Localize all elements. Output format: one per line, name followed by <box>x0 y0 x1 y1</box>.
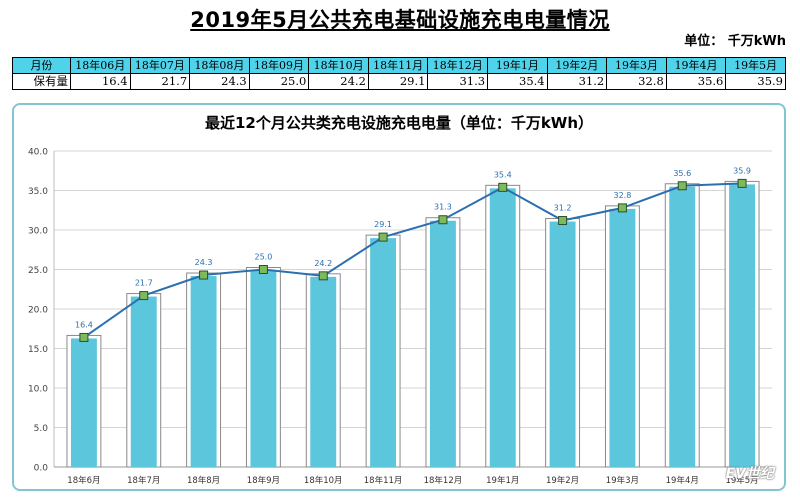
bar-line-chart: 0.0 5.0 10.0 15.0 20.0 25.0 30.0 35.0 40.0 16.4 21… <box>28 148 772 486</box>
y-tick-label: 30.0 <box>28 227 48 237</box>
data-point <box>258 265 268 274</box>
y-tick-label: 25.0 <box>28 266 48 276</box>
data-label: 35.9 <box>733 166 751 175</box>
data-point <box>199 270 209 280</box>
bar <box>549 221 576 467</box>
data-point <box>79 332 89 342</box>
x-tick-label: 19年5月 <box>725 475 758 486</box>
value-cell: 35.4 <box>487 73 548 90</box>
month-cell: 18年06月 <box>70 57 131 74</box>
data-point <box>438 215 448 225</box>
data-label: 31.3 <box>434 203 452 212</box>
bar <box>190 276 217 467</box>
data-label: 35.4 <box>494 170 512 179</box>
data-point <box>737 178 747 188</box>
month-cell: 18年07月 <box>129 57 191 74</box>
value-cell: 16.4 <box>70 73 131 90</box>
value-cell: 29.1 <box>367 73 429 90</box>
value-cell: 24.2 <box>308 73 369 90</box>
bar <box>250 270 277 467</box>
month-cell: 19年5月 <box>725 57 786 74</box>
x-tick-label: 18年12月 <box>424 475 463 486</box>
y-tick-label: 0.0 <box>34 464 49 474</box>
data-point <box>677 181 687 191</box>
y-tick-label: 5.0 <box>34 424 49 434</box>
bar <box>489 188 516 467</box>
month-cell: 19年4月 <box>665 57 727 74</box>
x-tick-label: 18年11月 <box>364 475 403 486</box>
chart-title: 最近12个月公共类充电设施充电电量（单位：千万kWh） <box>204 114 594 132</box>
data-label: 16.4 <box>75 320 93 329</box>
value-cell: 25.0 <box>248 73 310 90</box>
x-tick-label: 18年8月 <box>187 475 220 486</box>
month-cell: 18年11月 <box>367 57 429 74</box>
bar <box>429 220 456 467</box>
value-cell: 35.6 <box>665 73 727 90</box>
y-tick-label: 35.0 <box>28 187 48 197</box>
data-label: 24.2 <box>314 259 332 268</box>
bar <box>70 338 97 467</box>
data-label: 25.0 <box>255 253 273 262</box>
month-cell: 19年3月 <box>606 57 667 74</box>
x-tick-label: 19年1月 <box>486 475 519 486</box>
x-tick-label: 18年9月 <box>247 475 280 486</box>
month-cell: 18年10月 <box>308 57 369 74</box>
data-point <box>617 203 627 213</box>
x-tick-label: 19年2月 <box>546 475 579 486</box>
x-tick-label: 18年6月 <box>67 475 100 486</box>
data-label: 29.1 <box>374 220 392 229</box>
x-tick-label: 19年4月 <box>666 475 699 486</box>
data-label: 21.7 <box>135 279 153 288</box>
y-tick-label: 15.0 <box>28 345 48 355</box>
data-label: 24.3 <box>195 258 213 267</box>
data-point <box>318 271 328 281</box>
value-cell: 31.2 <box>546 73 608 90</box>
row-header-month: 月份 <box>12 57 71 74</box>
unit-note: 单位： 千万kWh <box>684 34 786 49</box>
bar <box>729 184 756 467</box>
row-header-value: 保有量 <box>12 73 71 90</box>
page-title: 2019年5月公共充电基础设施充电电量情况 <box>190 8 610 32</box>
table-header-row: 月份 18年06月 18年07月 18年08月 18年09月 18年10月 18… <box>12 57 786 74</box>
y-tick-label: 40.0 <box>28 148 48 158</box>
value-cell: 21.7 <box>129 73 191 90</box>
value-cell: 24.3 <box>189 73 250 90</box>
watermark-logo: EV世纪 <box>725 466 774 482</box>
bar <box>669 186 696 467</box>
data-table: 月份 18年06月 18年07月 18年08月 18年09月 18年10月 18… <box>12 57 786 90</box>
month-cell: 19年2月 <box>546 57 608 74</box>
series-line <box>83 182 743 339</box>
x-tick-label: 18年7月 <box>127 475 160 486</box>
month-cell: 18年09月 <box>248 57 310 74</box>
data-label: 35.6 <box>673 169 691 178</box>
bar <box>310 276 337 467</box>
table-value-row: 保有量 16.4 21.7 24.3 25.0 24.2 29.1 31.3 3… <box>12 73 786 90</box>
bar <box>370 238 397 467</box>
month-cell: 19年1月 <box>487 57 548 74</box>
data-point <box>378 232 388 242</box>
y-tick-label: 20.0 <box>28 306 48 316</box>
data-point <box>498 182 508 192</box>
x-tick-label: 18年10月 <box>304 475 343 486</box>
data-point <box>139 291 149 301</box>
value-cell: 31.3 <box>427 73 489 90</box>
month-cell: 18年12月 <box>427 57 489 74</box>
data-point <box>558 216 568 226</box>
y-tick-label: 10.0 <box>28 385 48 395</box>
bar <box>130 296 157 467</box>
value-cell: 32.8 <box>606 73 667 90</box>
chart-panel: 最近12个月公共类充电设施充电电量（单位：千万kWh） 0.0 5.0 10.0 15… <box>12 103 786 491</box>
data-label: 32.8 <box>614 191 632 200</box>
x-tick-label: 19年3月 <box>606 475 639 486</box>
bar <box>609 208 636 467</box>
month-cell: 18年08月 <box>189 57 250 74</box>
data-label: 31.2 <box>554 204 572 213</box>
value-cell: 35.9 <box>725 73 786 90</box>
